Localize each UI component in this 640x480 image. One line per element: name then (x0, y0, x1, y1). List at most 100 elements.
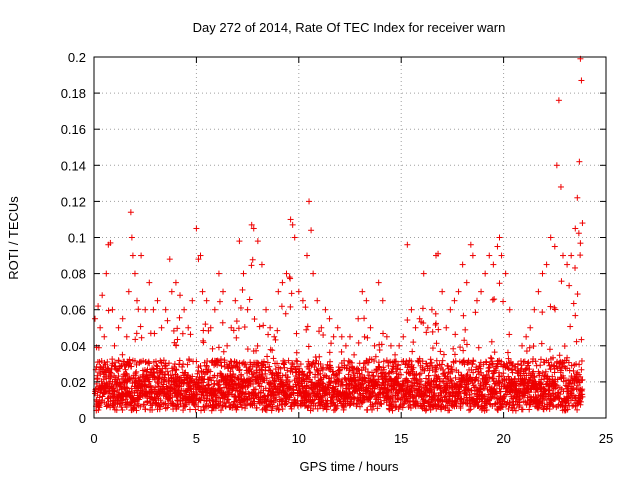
data-point (269, 347, 276, 354)
data-point (144, 398, 151, 405)
data-point (203, 362, 210, 369)
data-point (230, 370, 237, 377)
data-point (128, 385, 135, 392)
data-point (110, 400, 117, 407)
data-point (154, 370, 161, 377)
data-point (239, 286, 246, 293)
data-point (208, 377, 215, 384)
data-point (156, 373, 163, 380)
data-point (187, 382, 194, 389)
data-point (200, 403, 207, 410)
data-point (154, 363, 161, 370)
data-point (174, 325, 181, 332)
data-point (151, 330, 158, 337)
data-point (152, 358, 159, 365)
data-point (173, 342, 180, 349)
grid-lines (94, 57, 606, 418)
data-point (293, 330, 300, 337)
data-point (225, 396, 232, 403)
data-point (215, 344, 222, 351)
data-point (157, 403, 164, 410)
data-point (172, 366, 179, 373)
data-point (163, 385, 170, 392)
data-point (233, 318, 240, 325)
data-point (118, 404, 125, 411)
data-point (179, 330, 186, 337)
data-point (278, 303, 285, 310)
data-point (194, 370, 201, 377)
data-point (135, 306, 142, 313)
data-point (287, 303, 294, 310)
data-point (248, 262, 255, 269)
data-point (272, 336, 279, 343)
data-point (249, 256, 256, 263)
data-point (222, 393, 229, 400)
data-point (126, 376, 133, 383)
data-point (96, 394, 103, 401)
data-point (200, 327, 207, 334)
data-point (164, 368, 171, 375)
data-point (320, 332, 327, 339)
data-point (102, 389, 109, 396)
data-point (105, 307, 112, 314)
data-point (221, 357, 228, 364)
data-point (274, 327, 281, 334)
data-point (126, 356, 133, 363)
data-point (230, 327, 237, 334)
data-point (166, 360, 173, 367)
data-point (146, 378, 153, 385)
data-point (198, 407, 205, 414)
data-point (316, 353, 323, 360)
data-point (124, 401, 131, 408)
data-point (267, 346, 274, 353)
data-point (123, 370, 130, 377)
data-point (158, 360, 165, 367)
data-point (164, 317, 171, 324)
data-point (189, 373, 196, 380)
data-point (179, 363, 186, 370)
data-point (288, 290, 295, 297)
data-point (197, 362, 204, 369)
data-point (173, 366, 180, 373)
data-point (200, 339, 207, 346)
data-point (235, 325, 242, 332)
data-point (152, 384, 159, 391)
data-point (197, 396, 204, 403)
data-point (147, 383, 154, 390)
data-point (146, 360, 153, 367)
data-point (191, 401, 198, 408)
data-point (246, 296, 253, 303)
data-point (264, 353, 271, 360)
data-point (137, 323, 144, 330)
data-point (162, 365, 169, 372)
data-point (266, 363, 273, 370)
data-point (234, 403, 241, 410)
data-point (115, 368, 122, 375)
data-point (169, 367, 176, 374)
data-point (199, 388, 206, 395)
data-point (205, 327, 212, 334)
data-point (227, 368, 234, 375)
data-point (207, 368, 214, 375)
data-point (149, 406, 156, 413)
data-point (160, 357, 167, 364)
data-point (176, 357, 183, 364)
data-point (217, 407, 224, 414)
data-point (265, 331, 272, 338)
data-point (241, 324, 248, 331)
data-point (304, 323, 311, 330)
data-point (184, 361, 191, 368)
data-point (220, 348, 227, 355)
data-point (233, 334, 240, 341)
data-point (192, 406, 199, 413)
data-point (286, 274, 293, 281)
data-point (155, 380, 161, 387)
data-point (110, 385, 117, 392)
data-point (130, 374, 137, 381)
data-point (137, 403, 144, 410)
data-points (92, 55, 586, 414)
chart-title: Day 272 of 2014, Rate Of TEC Index for r… (193, 20, 506, 35)
data-point (187, 406, 193, 413)
data-point (204, 358, 211, 365)
